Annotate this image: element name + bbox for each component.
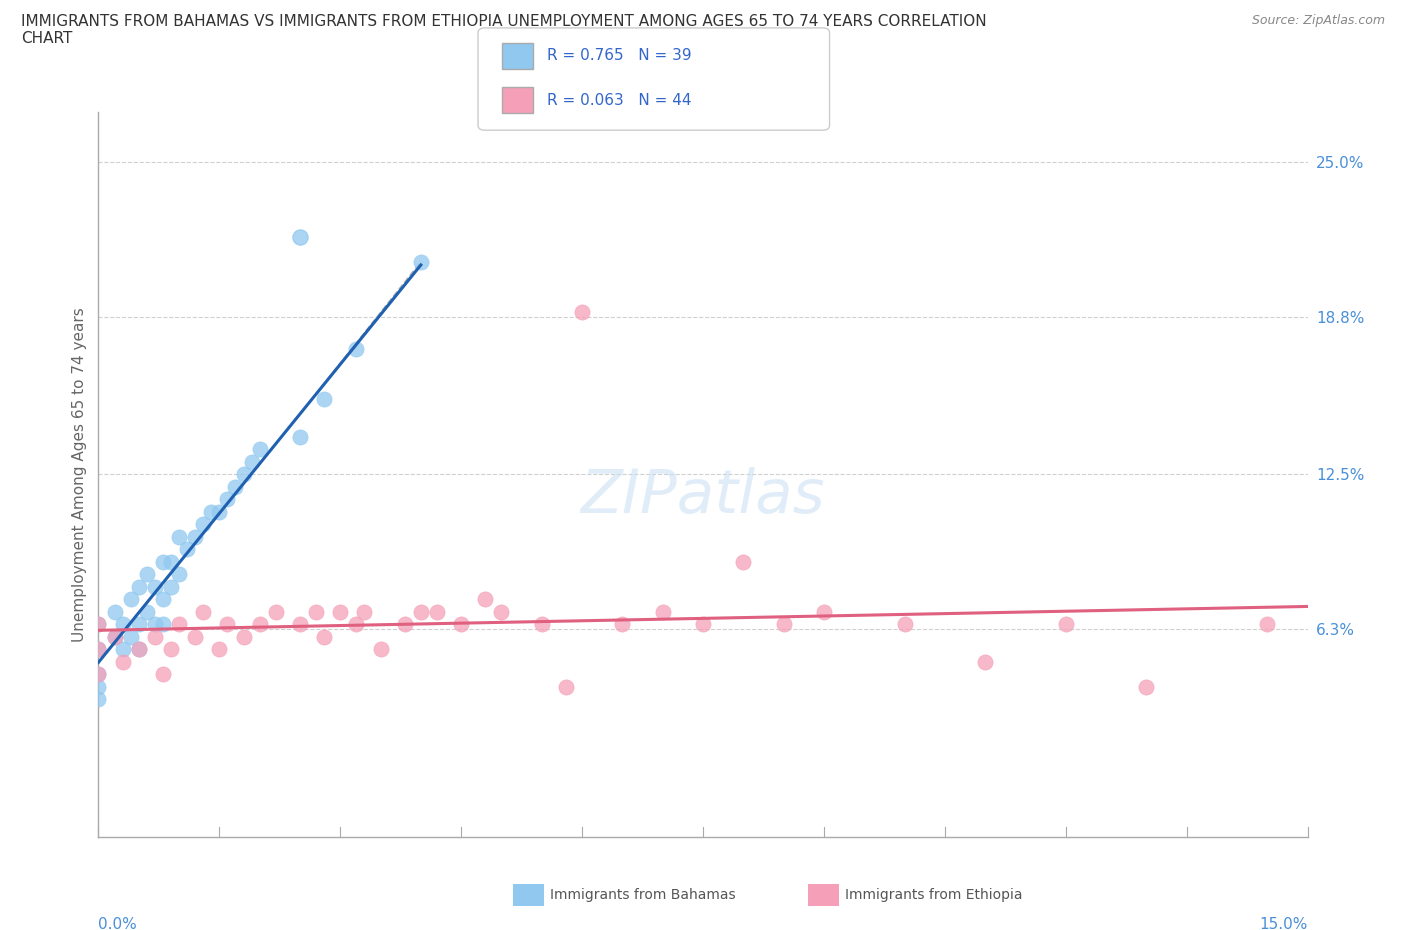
Point [344, 617, 367, 631]
Point [329, 604, 352, 619]
Point [87, 692, 110, 707]
Point [1054, 617, 1077, 631]
Point [87, 667, 110, 682]
Point [128, 642, 150, 657]
Point [208, 504, 231, 519]
Point [288, 229, 311, 244]
Point [120, 630, 142, 644]
Point [217, 492, 239, 507]
Point [87, 642, 110, 657]
Point [409, 604, 432, 619]
Text: Immigrants from Ethiopia: Immigrants from Ethiopia [845, 887, 1022, 902]
Point [651, 604, 673, 619]
Text: R = 0.765   N = 39: R = 0.765 N = 39 [547, 48, 692, 63]
Point [288, 430, 311, 445]
Point [612, 617, 634, 631]
Point [103, 630, 125, 644]
Point [200, 504, 222, 519]
Point [314, 392, 336, 406]
Point [394, 617, 416, 631]
Point [530, 617, 553, 631]
Point [249, 442, 271, 457]
Point [128, 579, 150, 594]
Point [160, 579, 183, 594]
Point [111, 617, 134, 631]
Point [232, 467, 254, 482]
Point [135, 604, 157, 619]
Point [409, 254, 432, 269]
Point [184, 529, 207, 544]
Point [450, 617, 472, 631]
Text: Source: ZipAtlas.com: Source: ZipAtlas.com [1251, 14, 1385, 27]
Point [135, 567, 157, 582]
Point [111, 642, 134, 657]
Y-axis label: Unemployment Among Ages 65 to 74 years: Unemployment Among Ages 65 to 74 years [72, 307, 87, 642]
Point [288, 617, 311, 631]
Point [103, 630, 125, 644]
Point [167, 529, 190, 544]
Point [474, 591, 496, 606]
Point [167, 567, 190, 582]
Point [571, 304, 593, 319]
Point [733, 554, 755, 569]
Point [1256, 617, 1278, 631]
Point [160, 554, 183, 569]
Point [353, 604, 375, 619]
Point [143, 617, 166, 631]
Point [426, 604, 449, 619]
Point [893, 617, 915, 631]
Point [152, 667, 174, 682]
Point [232, 630, 254, 644]
Point [249, 617, 271, 631]
Point [208, 642, 231, 657]
Text: R = 0.063   N = 44: R = 0.063 N = 44 [547, 93, 692, 108]
Point [264, 604, 287, 619]
Point [176, 542, 198, 557]
Point [167, 617, 190, 631]
Point [1135, 680, 1157, 695]
Point [193, 604, 215, 619]
Text: Immigrants from Bahamas: Immigrants from Bahamas [550, 887, 735, 902]
Point [87, 642, 110, 657]
Point [87, 667, 110, 682]
Point [120, 591, 142, 606]
Point [152, 591, 174, 606]
Point [152, 617, 174, 631]
Point [974, 655, 997, 670]
Point [160, 642, 183, 657]
Text: IMMIGRANTS FROM BAHAMAS VS IMMIGRANTS FROM ETHIOPIA UNEMPLOYMENT AMONG AGES 65 T: IMMIGRANTS FROM BAHAMAS VS IMMIGRANTS FR… [21, 14, 987, 46]
Point [184, 630, 207, 644]
Point [217, 617, 239, 631]
Point [111, 655, 134, 670]
Point [224, 479, 246, 494]
Point [128, 617, 150, 631]
Point [314, 630, 336, 644]
Point [193, 517, 215, 532]
Point [491, 604, 513, 619]
Point [692, 617, 714, 631]
Point [143, 579, 166, 594]
Point [143, 630, 166, 644]
Point [344, 342, 367, 357]
Point [370, 642, 392, 657]
Point [87, 617, 110, 631]
Point [87, 617, 110, 631]
Point [128, 642, 150, 657]
Point [305, 604, 328, 619]
Point [152, 554, 174, 569]
Text: 15.0%: 15.0% [1260, 917, 1308, 930]
Point [813, 604, 835, 619]
Text: 0.0%: 0.0% [98, 917, 138, 930]
Point [555, 680, 578, 695]
Point [240, 455, 263, 470]
Point [772, 617, 794, 631]
Point [103, 604, 125, 619]
Point [87, 680, 110, 695]
Text: ZIPatlas: ZIPatlas [581, 467, 825, 525]
